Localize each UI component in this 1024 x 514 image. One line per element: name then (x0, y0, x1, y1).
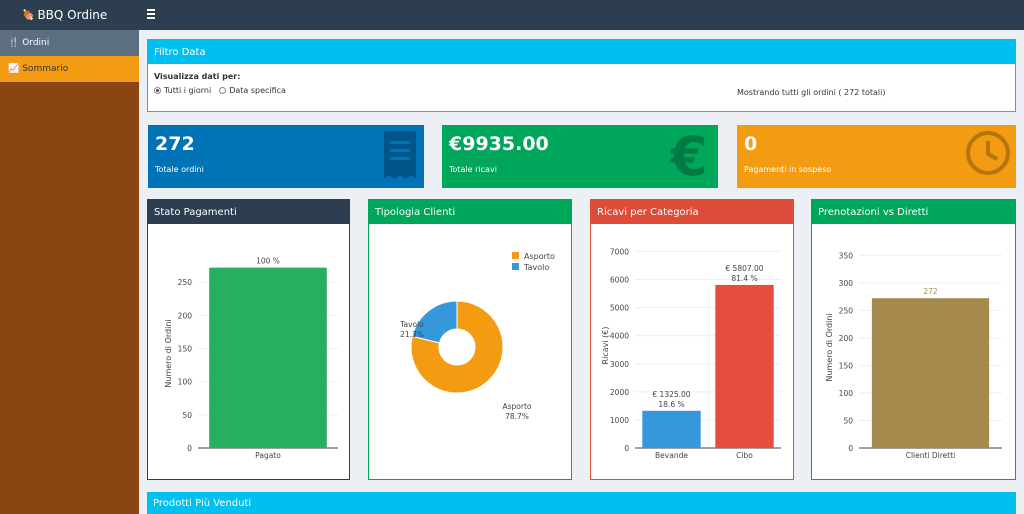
sidebar-item-label: Ordini (22, 38, 50, 48)
filter-status-text: Mostrando tutti gli ordini ( 272 totali) (737, 88, 886, 97)
chart-title: Prenotazioni vs Diretti (812, 200, 1015, 224)
y-tick-label: 50 (843, 416, 853, 425)
y-tick-label: 200 (839, 334, 854, 343)
slice-label: Tavolo (399, 320, 424, 329)
y-tick-label: 2000 (610, 388, 629, 397)
slice-label: 21.3% (400, 330, 424, 339)
chart-box-prenotazioni: Prenotazioni vs Diretti 0 50 100 150 200 250 3… (811, 199, 1016, 480)
y-tick-label: 150 (178, 345, 193, 354)
menu-toggle-icon[interactable] (147, 9, 155, 19)
legend-swatch (512, 252, 519, 259)
receipt-icon (384, 131, 416, 179)
y-tick-label: 4000 (610, 332, 629, 341)
chart-box-stato-pagamenti: Stato Pagamenti 0 50 100 150 200 250 Numero di… (147, 199, 350, 480)
kpi-pending-payments: 0 Pagamenti in sospeso (737, 125, 1016, 188)
y-tick-label: 150 (839, 361, 854, 370)
y-axis-label: Numero di Ordini (825, 313, 834, 381)
y-tick-label: 7000 (610, 247, 629, 256)
euro-icon: € (670, 129, 708, 183)
sidebar-item-sommario[interactable]: 📈 Sommario (0, 56, 139, 82)
y-tick-label: 0 (187, 444, 192, 453)
filter-label: Visualizza dati per: (154, 72, 241, 81)
chart-title: Tipologia Clienti (369, 200, 571, 224)
y-tick-label: 0 (848, 444, 853, 453)
sidebar-item-ordini[interactable]: 🍴 Ordini (0, 30, 139, 56)
y-tick-label: 3000 (610, 360, 629, 369)
y-tick-label: 1000 (610, 416, 629, 425)
utensils-icon: 🍴 (8, 38, 20, 48)
bar-chart-revenue-category[interactable]: 0 1000 2000 3000 4000 5000 6000 7000 Ricavi (€) B… (591, 224, 793, 479)
pie-slice (411, 300, 458, 344)
radio-button-checked[interactable] (154, 87, 161, 94)
bar (642, 410, 701, 448)
x-tick-label: Bevande (655, 451, 688, 460)
app-logo[interactable]: 🍖 BBQ Ordine (0, 0, 139, 30)
y-tick-label: 250 (178, 278, 193, 287)
y-axis-label: Ricavi (€) (601, 327, 610, 365)
kpi-value: €9935.00 (449, 133, 549, 155)
kpi-value: 272 (155, 133, 195, 155)
data-label: 18.6 % (658, 400, 684, 409)
date-mode-radio-group: Tutti i giorni Data specifica (154, 86, 286, 95)
kpi-label: Pagamenti in sospeso (744, 165, 832, 174)
date-filter-box: Filtro Data Visualizza dati per: Tutti i… (147, 39, 1016, 112)
radio-label: Data specifica (229, 86, 286, 95)
y-tick-label: 0 (624, 444, 629, 453)
legend-label: Asporto (524, 252, 555, 261)
data-label: € 1325.00 (652, 390, 690, 399)
bar (871, 298, 990, 448)
radio-specific-date[interactable]: Data specifica (219, 86, 286, 95)
data-label: € 5807.00 (725, 264, 763, 273)
data-label: 272 (923, 287, 938, 296)
y-tick-label: 6000 (610, 276, 629, 285)
y-tick-label: 100 (178, 378, 193, 387)
y-tick-label: 50 (182, 411, 192, 420)
sidebar: 🍴 Ordini 📈 Sommario (0, 30, 139, 514)
chart-box-ricavi-categoria: Ricavi per Categoria 0 1000 2000 3000 4000 50… (590, 199, 794, 480)
bar (209, 267, 327, 448)
radio-button[interactable] (219, 87, 227, 94)
products-title: Prodotti Più Venduti (153, 498, 252, 509)
svg-text:€: € (670, 129, 708, 183)
legend-label: Tavolo (523, 263, 549, 272)
data-label: 100 % (256, 257, 280, 266)
products-box-header: Prodotti Più Venduti (147, 492, 1016, 514)
y-tick-label: 300 (839, 279, 854, 288)
pie-slice (410, 300, 504, 394)
bbq-icon: 🍖 (22, 9, 35, 21)
x-tick-label: Clienti Diretti (906, 451, 956, 460)
y-axis-label: Numero di Ordini (164, 319, 173, 387)
bar-chart-payments[interactable]: 0 50 100 150 200 250 Numero di Ordini Pagato 100… (148, 224, 349, 479)
bar (715, 284, 774, 448)
filter-title: Filtro Data (148, 40, 1015, 64)
radio-all-days[interactable]: Tutti i giorni (154, 86, 211, 95)
clock-icon (966, 131, 1010, 175)
sidebar-item-label: Sommario (22, 64, 69, 74)
kpi-label: Totale ordini (155, 165, 204, 174)
y-tick-label: 5000 (610, 304, 629, 313)
y-tick-label: 100 (839, 389, 854, 398)
data-label: 81.4 % (731, 274, 757, 283)
top-navbar: 🍖 BBQ Ordine (0, 0, 1024, 30)
chart-title: Stato Pagamenti (148, 200, 349, 224)
slice-label: 78.7% (505, 412, 529, 421)
kpi-value: 0 (744, 133, 758, 155)
chart-title: Ricavi per Categoria (591, 200, 793, 224)
bar-chart-bookings[interactable]: 0 50 100 150 200 250 300 350 Numero di Ordini Cli… (812, 224, 1015, 479)
kpi-total-revenue: €9935.00 Totale ricavi € (442, 125, 718, 188)
chart-box-tipologia-clienti: Tipologia Clienti Asporto 78.7% Tavolo 21.3… (368, 199, 572, 480)
legend-swatch (512, 263, 519, 270)
y-tick-label: 200 (178, 311, 193, 320)
app-title: BBQ Ordine (37, 8, 108, 22)
slice-label: Asporto (502, 402, 531, 411)
kpi-total-orders: 272 Totale ordini (148, 125, 424, 188)
x-tick-label: Pagato (255, 451, 281, 460)
chart-icon: 📈 (8, 64, 20, 74)
y-tick-label: 350 (839, 251, 854, 260)
kpi-label: Totale ricavi (449, 165, 497, 174)
radio-label: Tutti i giorni (164, 86, 212, 95)
x-tick-label: Cibo (736, 451, 753, 460)
y-tick-label: 250 (839, 306, 854, 315)
